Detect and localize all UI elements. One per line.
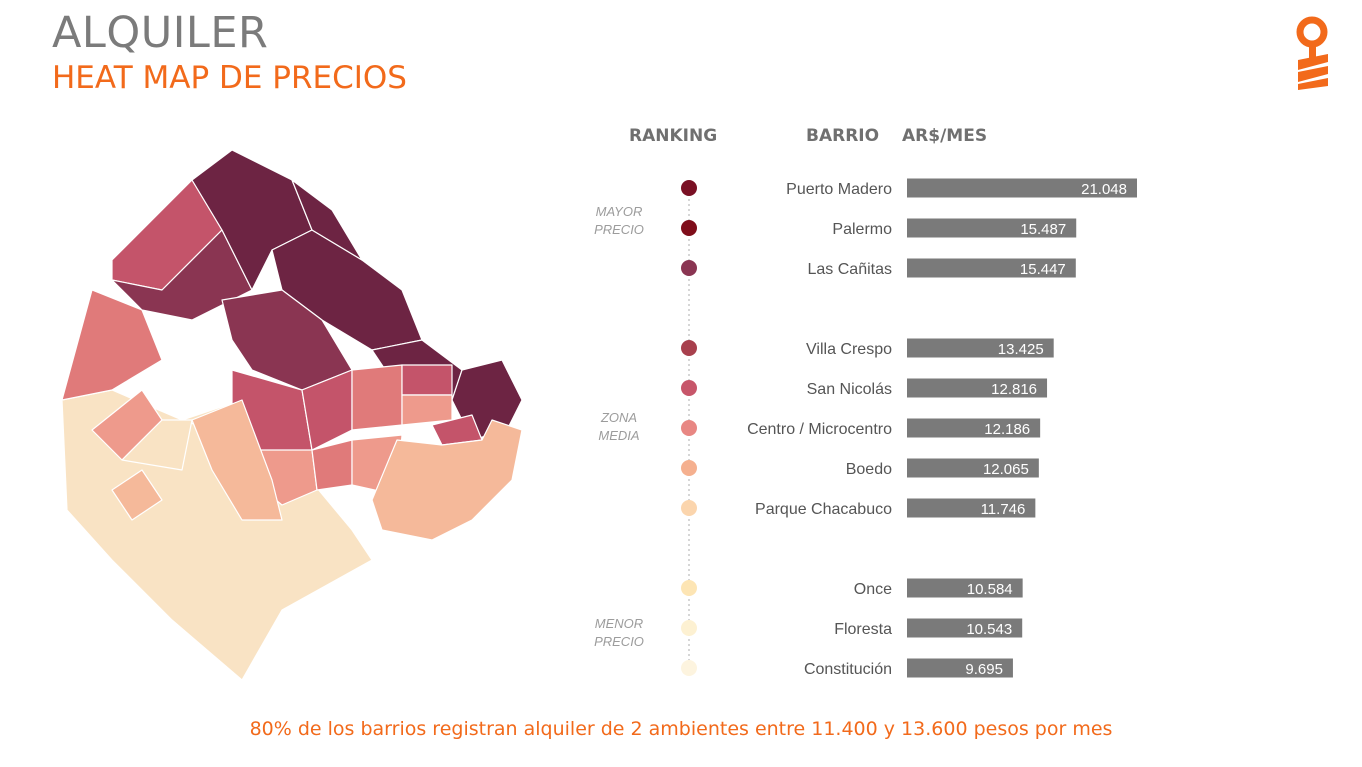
- group-label-low: MENOR PRECIO: [594, 616, 644, 649]
- column-header-ranking: RANKING: [629, 126, 718, 146]
- barrio-label: Centro / Microcentro: [747, 421, 892, 438]
- ranking-dot: [681, 420, 697, 436]
- price-bar: [907, 258, 1076, 278]
- barrio-label: San Nicolás: [807, 381, 892, 398]
- map-zone-west-low: [111, 469, 163, 521]
- ranking-dot: [681, 380, 697, 396]
- price-value-label: 15.487: [1020, 221, 1066, 238]
- heat-map: [61, 149, 523, 681]
- ranking-dot: [681, 180, 697, 196]
- map-zone-floresta: [121, 419, 193, 471]
- price-value-label: 10.543: [966, 621, 1012, 638]
- price-bar: [907, 658, 1013, 678]
- ranking-dot: [681, 460, 697, 476]
- page-title: ALQUILER: [52, 8, 269, 58]
- barrio-label: Puerto Madero: [786, 181, 892, 198]
- page-subtitle: HEAT MAP DE PRECIOS: [52, 60, 407, 96]
- price-value-label: 15.447: [1020, 261, 1066, 278]
- barrio-label: Once: [854, 581, 892, 598]
- price-bar: [907, 218, 1077, 238]
- price-value-label: 12.816: [991, 381, 1037, 398]
- barrio-label: Villa Crespo: [806, 341, 892, 358]
- price-bar: [907, 618, 1023, 638]
- price-value-label: 9.695: [965, 661, 1003, 678]
- price-bar: [907, 178, 1137, 198]
- price-bar: [907, 418, 1041, 438]
- price-value-label: 10.584: [967, 581, 1013, 598]
- column-header-barrio: BARRIO: [806, 126, 880, 146]
- price-bar: [907, 378, 1048, 398]
- price-value-label: 11.746: [981, 501, 1026, 518]
- barrio-label: Palermo: [832, 221, 892, 238]
- price-bar: [907, 458, 1039, 478]
- ranking-dot: [681, 220, 697, 236]
- price-value-label: 21.048: [1081, 181, 1127, 198]
- barrio-label: Parque Chacabuco: [755, 501, 892, 518]
- price-bar: [907, 578, 1023, 598]
- footer-note: 80% de los barrios registran alquiler de…: [249, 718, 1113, 740]
- ranking-dot: [681, 260, 697, 276]
- barrio-label: Las Cañitas: [808, 261, 893, 278]
- map-zone-belgrano: [291, 179, 363, 261]
- ranking-dot: [681, 580, 697, 596]
- ranking-dot: [681, 340, 697, 356]
- price-bar: [907, 338, 1054, 358]
- ranking-dot: [681, 660, 697, 676]
- map-zone-la-boca: [371, 419, 523, 541]
- column-header-price: AR$/MES: [902, 126, 988, 146]
- price-value-label: 12.065: [983, 461, 1029, 478]
- map-zone-west: [61, 289, 163, 401]
- price-value-label: 12.186: [984, 421, 1030, 438]
- barrio-label: Floresta: [834, 621, 892, 638]
- price-bar: [907, 498, 1036, 518]
- group-label-top: MAYOR PRECIO: [594, 204, 644, 237]
- price-value-label: 13.425: [998, 341, 1044, 358]
- map-zone-flores: [191, 399, 283, 521]
- barrio-label: Constitución: [804, 661, 892, 678]
- key-logo-icon: [1296, 16, 1328, 90]
- ranking-dot: [681, 620, 697, 636]
- ranking-dot: [681, 500, 697, 516]
- barrio-label: Boedo: [846, 461, 892, 478]
- group-label-mid: ZONA MEDIA: [598, 410, 640, 443]
